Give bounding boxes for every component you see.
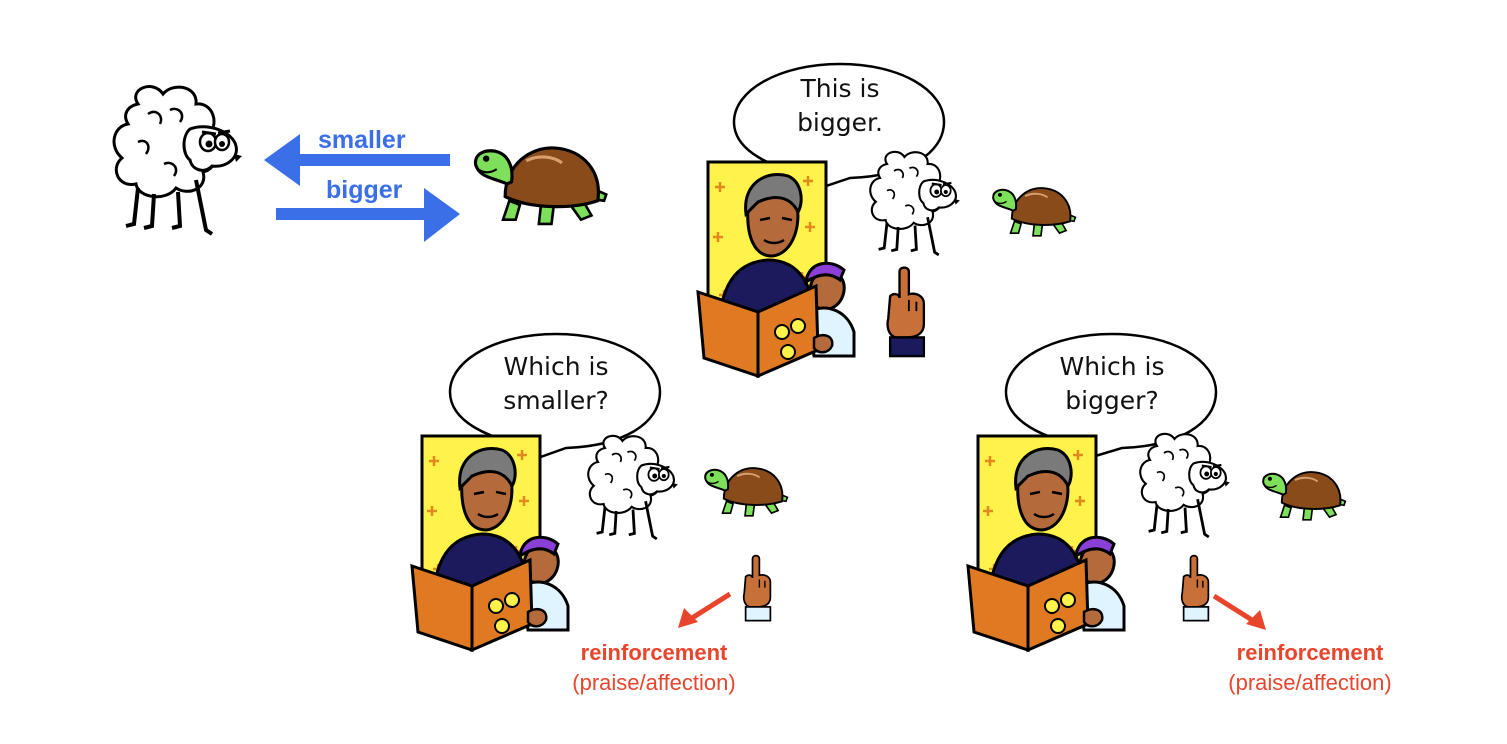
reader-icon <box>696 160 856 378</box>
reader-icon <box>966 434 1126 652</box>
sheep-icon <box>586 434 680 541</box>
arrow-icon <box>678 591 732 628</box>
reinforcement-note: (praise/affection) <box>1228 670 1392 695</box>
bigger-label: bigger <box>326 176 403 204</box>
sheep-icon <box>868 150 962 257</box>
pointing-hand-icon <box>742 554 772 622</box>
bubble-line-1: Which is <box>1059 352 1165 381</box>
arrow-icon <box>264 134 460 242</box>
reinforcement-label: reinforcement <box>1236 640 1384 665</box>
sheep-icon <box>112 84 244 236</box>
pointing-hand-icon <box>1180 554 1210 622</box>
reinforcement-note: (praise/affection) <box>572 670 736 695</box>
bubble-line-1: This is <box>800 74 880 103</box>
turtle-icon <box>992 187 1077 237</box>
reader-icon <box>410 434 570 652</box>
reinforcement-label: reinforcement <box>580 640 728 665</box>
sheep-icon <box>1138 432 1232 539</box>
arrow-icon <box>1212 593 1266 630</box>
bubble-line-2: smaller? <box>503 386 609 415</box>
turtle-icon <box>1262 471 1347 521</box>
turtle-icon <box>704 467 789 517</box>
pointing-hand-icon <box>886 266 926 358</box>
bubble-line-2: bigger? <box>1065 386 1159 415</box>
turtle-icon <box>473 146 608 226</box>
smaller-label: smaller <box>318 126 406 154</box>
bubble-line-2: bigger. <box>797 108 883 137</box>
bubble-line-1: Which is <box>503 352 609 381</box>
